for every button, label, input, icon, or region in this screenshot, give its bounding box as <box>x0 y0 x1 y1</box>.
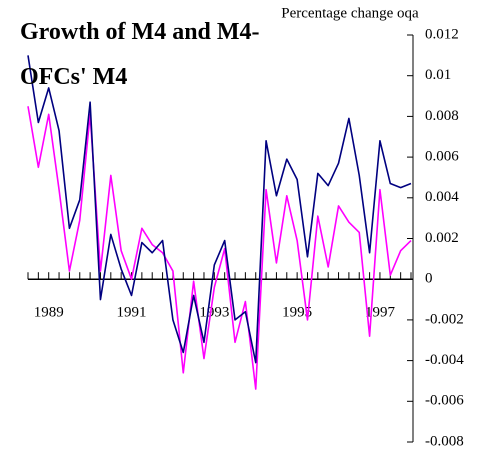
y-tick-label: 0 <box>425 271 433 287</box>
chart-title: Growth of M4 and M4-OFCs' M4 <box>20 19 260 90</box>
y-tick-label: -0.004 <box>425 352 464 368</box>
x-tick-label: 1997 <box>365 305 396 321</box>
y-tick-label: -0.006 <box>425 393 464 409</box>
x-tick-label: 1991 <box>117 305 147 321</box>
y-tick-label: -0.008 <box>425 433 464 449</box>
series-line <box>27 55 412 364</box>
y-tick-label: 0.012 <box>425 26 459 42</box>
x-tick-label: 1995 <box>282 305 312 321</box>
y-tick-label: 0.004 <box>425 189 459 205</box>
y-tick-label: 0.006 <box>425 149 459 165</box>
x-tick-label: 1989 <box>34 305 64 321</box>
y-axis-title: Percentage change oqa <box>281 5 419 21</box>
y-tick-label: -0.002 <box>425 311 464 327</box>
y-tick-label: 0.01 <box>425 67 451 83</box>
y-tick-label: 0.008 <box>425 108 459 124</box>
y-tick-label: 0.002 <box>425 230 459 246</box>
x-tick-label: 1993 <box>199 305 229 321</box>
